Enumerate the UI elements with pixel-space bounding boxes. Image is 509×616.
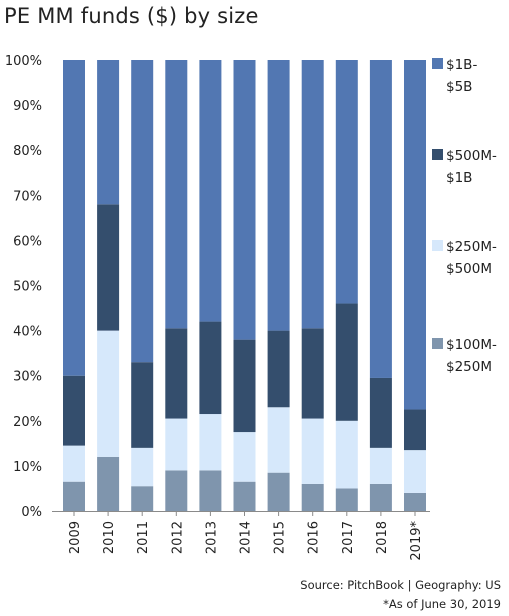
y-tick-label: 10% (13, 460, 42, 475)
x-tick-label: 2009 (68, 521, 83, 554)
bar-segment (369, 60, 392, 378)
legend-label: $100M- (446, 337, 497, 353)
y-tick-label: 30% (13, 370, 42, 385)
legend-label: $250M (446, 359, 492, 375)
bar-segment (131, 447, 154, 487)
bar-segment (404, 409, 426, 451)
bar-segment (267, 330, 290, 408)
bar-segment (165, 418, 188, 471)
bar-segment (131, 486, 154, 511)
bar-segment (199, 60, 222, 322)
bar-segment (404, 492, 426, 511)
x-tick-label: 2015 (273, 521, 288, 554)
y-axis: 0% 10% 20% 30% 40% 50% 60% 70% 80% 90% 100% (5, 54, 42, 520)
x-tick-label: 2016 (307, 521, 322, 554)
x-tick-label: 2019* (409, 521, 424, 561)
bar-segment (335, 60, 358, 304)
legend-label: $5B (446, 79, 472, 95)
bar-segment (97, 456, 120, 511)
bar-segment (63, 481, 85, 511)
legend-label: $1B (446, 170, 472, 186)
footnote: *As of June 30, 2019 (383, 597, 501, 611)
y-tick-label: 80% (13, 144, 42, 159)
chart-title: PE MM funds ($) by size (4, 4, 259, 28)
bar-segment (63, 375, 85, 446)
legend: $1B- $5B $500M- $1B $250M- $500M $100M- $250M (432, 57, 497, 375)
bar-segment (233, 60, 256, 340)
legend-label: $500M (446, 261, 492, 277)
bar-segment (404, 60, 426, 410)
source-note: Source: PitchBook | Geography: US (300, 578, 501, 592)
bar-segment (404, 450, 426, 493)
bar-segment (233, 339, 256, 433)
legend-label: $1B- (446, 57, 477, 73)
bar-segment (63, 445, 85, 482)
legend-swatch (432, 58, 443, 69)
bar-segment (233, 432, 256, 482)
y-tick-label: 20% (13, 415, 42, 430)
bar-segment (267, 407, 290, 473)
legend-swatch (432, 338, 443, 349)
bar-segment (63, 60, 85, 376)
bar-segment (369, 483, 392, 511)
bars (63, 60, 426, 511)
bar-segment (233, 481, 256, 511)
x-axis: 2009 2010 2011 2012 2013 2014 2015 2016 2017 2018… (52, 511, 430, 561)
bar-segment (199, 414, 222, 471)
bar-segment (131, 362, 154, 448)
x-tick-label: 2011 (136, 521, 151, 554)
bar-segment (165, 328, 188, 419)
bar-segment (369, 447, 392, 484)
bar-segment (301, 418, 324, 484)
bar-segment (301, 328, 324, 419)
bar-segment (301, 60, 324, 329)
y-tick-label: 90% (13, 99, 42, 114)
bar-segment (165, 60, 188, 329)
bar-segment (97, 60, 120, 205)
x-tick-label: 2010 (102, 521, 117, 554)
bar-segment (131, 60, 154, 363)
bar-segment (301, 483, 324, 511)
y-tick-label: 60% (13, 234, 42, 249)
bar-segment (199, 470, 222, 511)
bar-segment (369, 377, 392, 448)
bar-segment (267, 472, 290, 511)
legend-swatch (432, 240, 443, 251)
legend-label: $500M- (446, 148, 497, 164)
x-tick-label: 2017 (341, 521, 356, 554)
bar-segment (335, 420, 358, 489)
bar-segment (97, 204, 120, 331)
bar-segment (335, 303, 358, 421)
x-tick-label: 2014 (239, 521, 254, 554)
x-tick-label: 2018 (375, 521, 390, 554)
x-tick-label: 2012 (170, 521, 185, 554)
y-tick-label: 0% (21, 505, 42, 520)
bar-segment (97, 330, 120, 457)
bar-segment (267, 60, 290, 331)
y-tick-label: 50% (13, 280, 42, 295)
legend-label: $250M- (446, 239, 497, 255)
bar-segment (165, 470, 188, 511)
bar-segment (199, 321, 222, 415)
y-tick-label: 70% (13, 189, 42, 204)
x-tick-label: 2013 (204, 521, 219, 554)
legend-swatch (432, 149, 443, 160)
y-tick-label: 100% (5, 54, 42, 69)
bar-segment (335, 488, 358, 511)
y-tick-label: 40% (13, 325, 42, 340)
